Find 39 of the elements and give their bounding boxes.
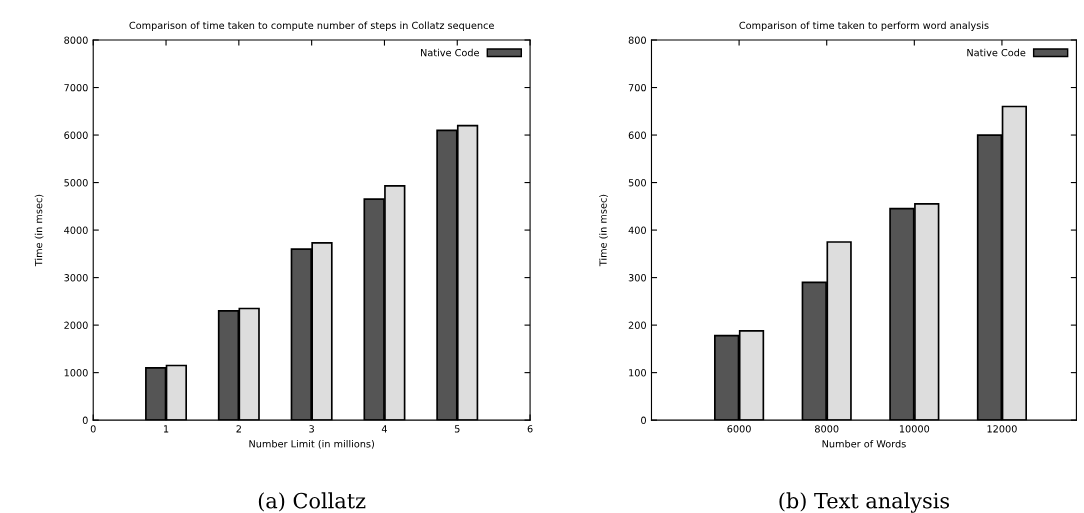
x-tick-label: 2 [236,425,241,433]
x-tick-label: 12000 [987,425,1017,433]
x-tick-label: 5 [454,425,460,433]
y-tick-label: 6000 [64,131,88,139]
y-axis-title: Time (in msec) [599,194,608,267]
x-tick-label: 4 [381,425,388,433]
y-tick-label: 3000 [64,274,88,282]
y-tick-label: 1000 [64,369,88,377]
y-axis-title: Time (in msec) [34,194,44,267]
y-tick-label: 100 [629,369,646,377]
y-tick-label: 700 [628,84,646,92]
x-axis-title: Number Limit (in millions) [249,439,374,449]
y-tick-label: 400 [628,226,646,234]
x-tick-label: 10000 [899,425,930,433]
y-tick-label: 500 [628,179,646,187]
y-tick-label: 7000 [64,84,88,92]
y-tick-label: 0 [82,416,88,424]
y-tick-label: 5000 [64,179,88,187]
y-tick-label: 800 [628,36,646,44]
x-tick-label: 6 [527,425,533,433]
y-tick-label: 8000 [64,36,88,44]
y-tick-label: 600 [628,131,646,139]
y-tick-label: 200 [628,321,646,329]
legend-label: Native Code [421,48,479,57]
y-tick-label: 300 [628,274,646,282]
text: (b) Text analysis [779,492,950,513]
x-tick-label: 6000 [727,425,751,433]
x-tick-label: 3 [309,425,314,433]
chart-title: Comparison of time taken to compute number of steps in Collatz sequence [129,21,494,31]
x-tick-label: 0 [90,425,96,433]
y-tick-label: 0 [641,416,646,424]
y-tick-label: 4000 [64,226,88,234]
x-axis-title: Number of Words [822,439,906,448]
x-tick-label: 8000 [815,425,839,433]
text: (a) Collatz [258,492,366,512]
legend-label: Native Code [967,48,1026,57]
chart-title: Comparison of time taken to perform word analysis [739,21,989,31]
y-tick-label: 2000 [64,321,88,329]
x-tick-label: 1 [164,425,169,433]
